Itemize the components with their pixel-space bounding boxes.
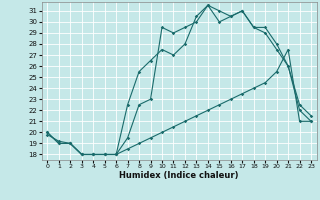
X-axis label: Humidex (Indice chaleur): Humidex (Indice chaleur): [119, 171, 239, 180]
